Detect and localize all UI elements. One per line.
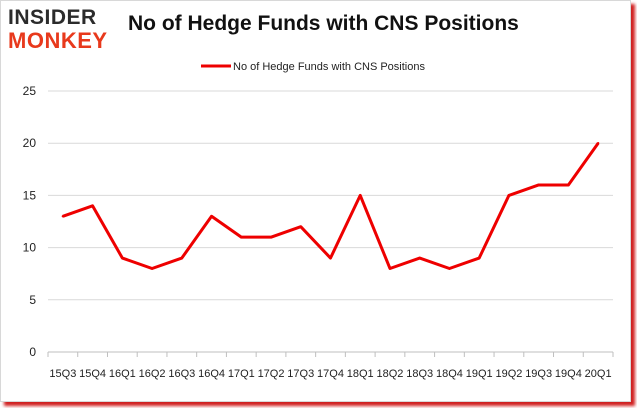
x-tick-label: 16Q3	[168, 368, 195, 380]
data-point	[329, 256, 332, 260]
data-point	[91, 204, 94, 208]
data-point	[477, 256, 481, 260]
x-tick-label: 18Q1	[347, 368, 374, 380]
data-point	[448, 267, 451, 270]
data-point	[269, 235, 273, 239]
y-tick-label: 0	[29, 345, 36, 359]
data-point	[240, 235, 243, 239]
x-tick-label: 19Q2	[495, 368, 522, 380]
data-point	[61, 215, 65, 218]
x-tick-label: 20Q1	[585, 368, 612, 380]
data-point	[596, 142, 600, 145]
y-tick-label: 15	[23, 188, 37, 202]
data-point	[150, 267, 154, 270]
x-tick-label: 16Q1	[109, 368, 136, 380]
logo-line-1: INSIDER	[8, 6, 97, 29]
x-tick-label: 17Q2	[258, 368, 285, 380]
x-tick-label: 17Q3	[287, 368, 314, 380]
legend: No of Hedge Funds with CNS Positions	[201, 61, 425, 73]
data-point	[567, 183, 570, 187]
chart-title: No of Hedge Funds with CNS Positions	[128, 12, 519, 35]
y-tick-label: 25	[23, 84, 37, 98]
y-tick-label: 10	[23, 241, 37, 255]
logo-line-2: MONKEY	[8, 28, 108, 53]
data-point	[121, 256, 124, 260]
y-axis-ticks: 0 5 10 15 20 25	[23, 84, 37, 359]
x-tick-label: 15Q4	[79, 368, 106, 380]
x-tick-label: 18Q3	[406, 368, 433, 380]
x-tick-label: 18Q4	[436, 368, 463, 380]
x-tick-label: 19Q3	[525, 368, 552, 380]
insider-monkey-logo: INSIDER MONKEY	[8, 6, 118, 54]
x-tick-label: 16Q4	[198, 368, 225, 380]
data-point	[418, 256, 421, 260]
data-point	[359, 194, 362, 197]
data-point	[537, 183, 540, 187]
x-tick-label: 19Q1	[466, 368, 493, 380]
data-point	[507, 194, 511, 197]
x-tick-label: 18Q2	[377, 368, 404, 380]
data-point	[180, 256, 184, 260]
y-tick-label: 5	[29, 293, 36, 307]
legend-label: No of Hedge Funds with CNS Positions	[233, 61, 425, 73]
data-point	[299, 225, 302, 228]
x-axis-ticks: 15Q3 15Q4 16Q1 16Q2 16Q3 16Q4 17Q1 17Q2 17Q3 17Q4…	[49, 368, 611, 380]
gridlines	[48, 90, 613, 301]
x-axis	[47, 351, 614, 357]
x-tick-label: 17Q1	[228, 368, 255, 380]
data-point	[210, 215, 213, 218]
y-tick-label: 20	[23, 136, 37, 150]
series-line	[62, 142, 600, 270]
x-tick-label: 15Q3	[49, 368, 76, 380]
chart-frame	[0, 0, 631, 402]
data-point	[388, 267, 392, 270]
series-group	[61, 142, 600, 270]
x-tick-label: 19Q4	[555, 368, 582, 380]
x-tick-label: 17Q4	[317, 368, 344, 380]
x-tick-label: 16Q2	[139, 368, 166, 380]
